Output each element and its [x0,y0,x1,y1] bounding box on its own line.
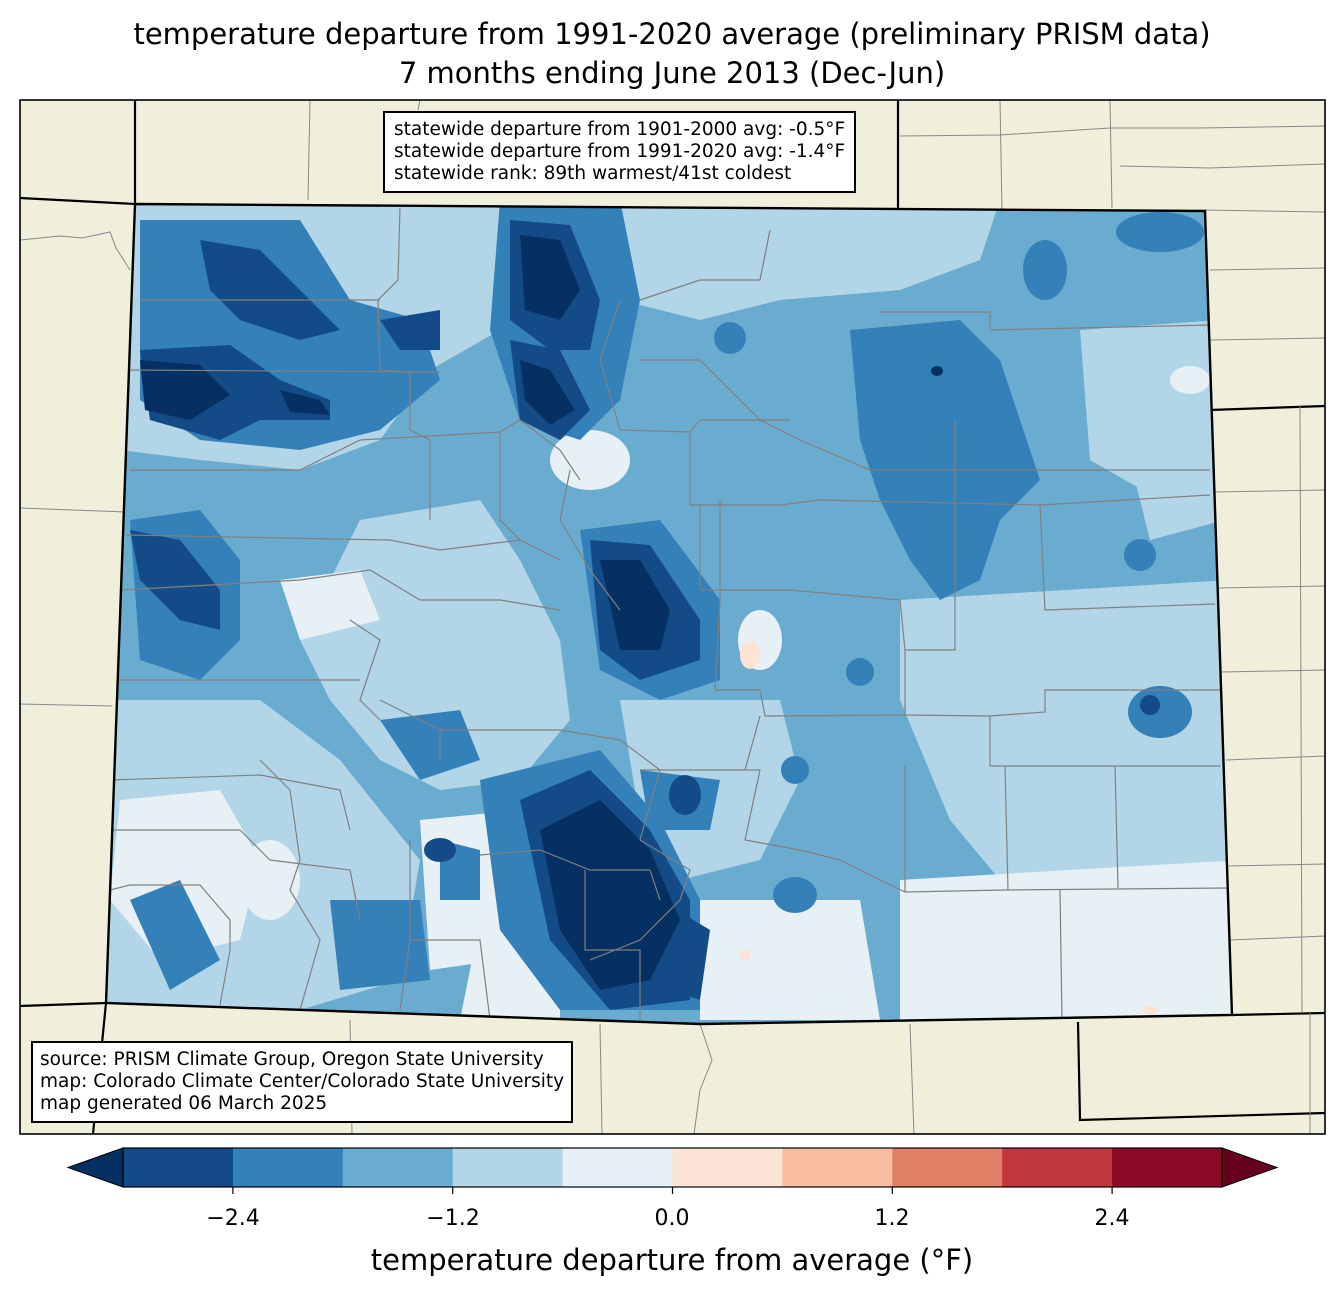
colorbar-bin [342,1148,454,1187]
colorbar-tick-label: −1.2 [426,1206,480,1231]
colorbar-over-triangle [1221,1147,1279,1188]
colorado-border [104,202,1234,1026]
map-frame [19,99,1326,1135]
temperature-field [106,204,1232,1024]
stats-departure-1901-2000: statewide departure from 1901-2000 avg: … [394,119,846,140]
title-line-1: temperature departure from 1991-2020 ave… [133,17,1211,51]
colorbar-bin [562,1148,673,1187]
source-line-generated: map generated 06 March 2025 [40,1093,328,1114]
title-line-2: 7 months ending June 2013 (Dec-Jun) [398,56,946,90]
colorbar-tick-label: −2.4 [206,1206,260,1231]
colorbar-bin [1002,1148,1113,1187]
colorbar-under-triangle [66,1147,124,1188]
colorbar-label: temperature departure from average (°F) [370,1243,974,1277]
colorbar [66,1147,1279,1194]
colorbar-tick-label: 0.0 [654,1206,690,1231]
source-line-prism: source: PRISM Climate Group, Oregon Stat… [40,1049,544,1070]
stats-departure-1991-2020: statewide departure from 1991-2020 avg: … [394,141,846,162]
colorbar-bin [892,1148,1003,1187]
source-box: source: PRISM Climate Group, Oregon Stat… [31,1041,574,1123]
colorbar-bin [232,1148,344,1187]
statewide-stats-box: statewide departure from 1901-2000 avg: … [383,111,857,193]
stats-rank: statewide rank: 89th warmest/41st coldes… [394,163,792,184]
colorbar-bin [672,1148,783,1187]
colorbar-bin [452,1148,564,1187]
colorbar-bin [782,1148,893,1187]
colorbar-bin [1112,1148,1223,1187]
colorbar-bin [123,1148,234,1187]
outside-county-lines [20,100,1325,1134]
colorbar-tick-label: 2.4 [1094,1206,1130,1231]
colorbar-tick-label: 1.2 [874,1206,910,1231]
source-line-map: map: Colorado Climate Center/Colorado St… [40,1071,565,1092]
